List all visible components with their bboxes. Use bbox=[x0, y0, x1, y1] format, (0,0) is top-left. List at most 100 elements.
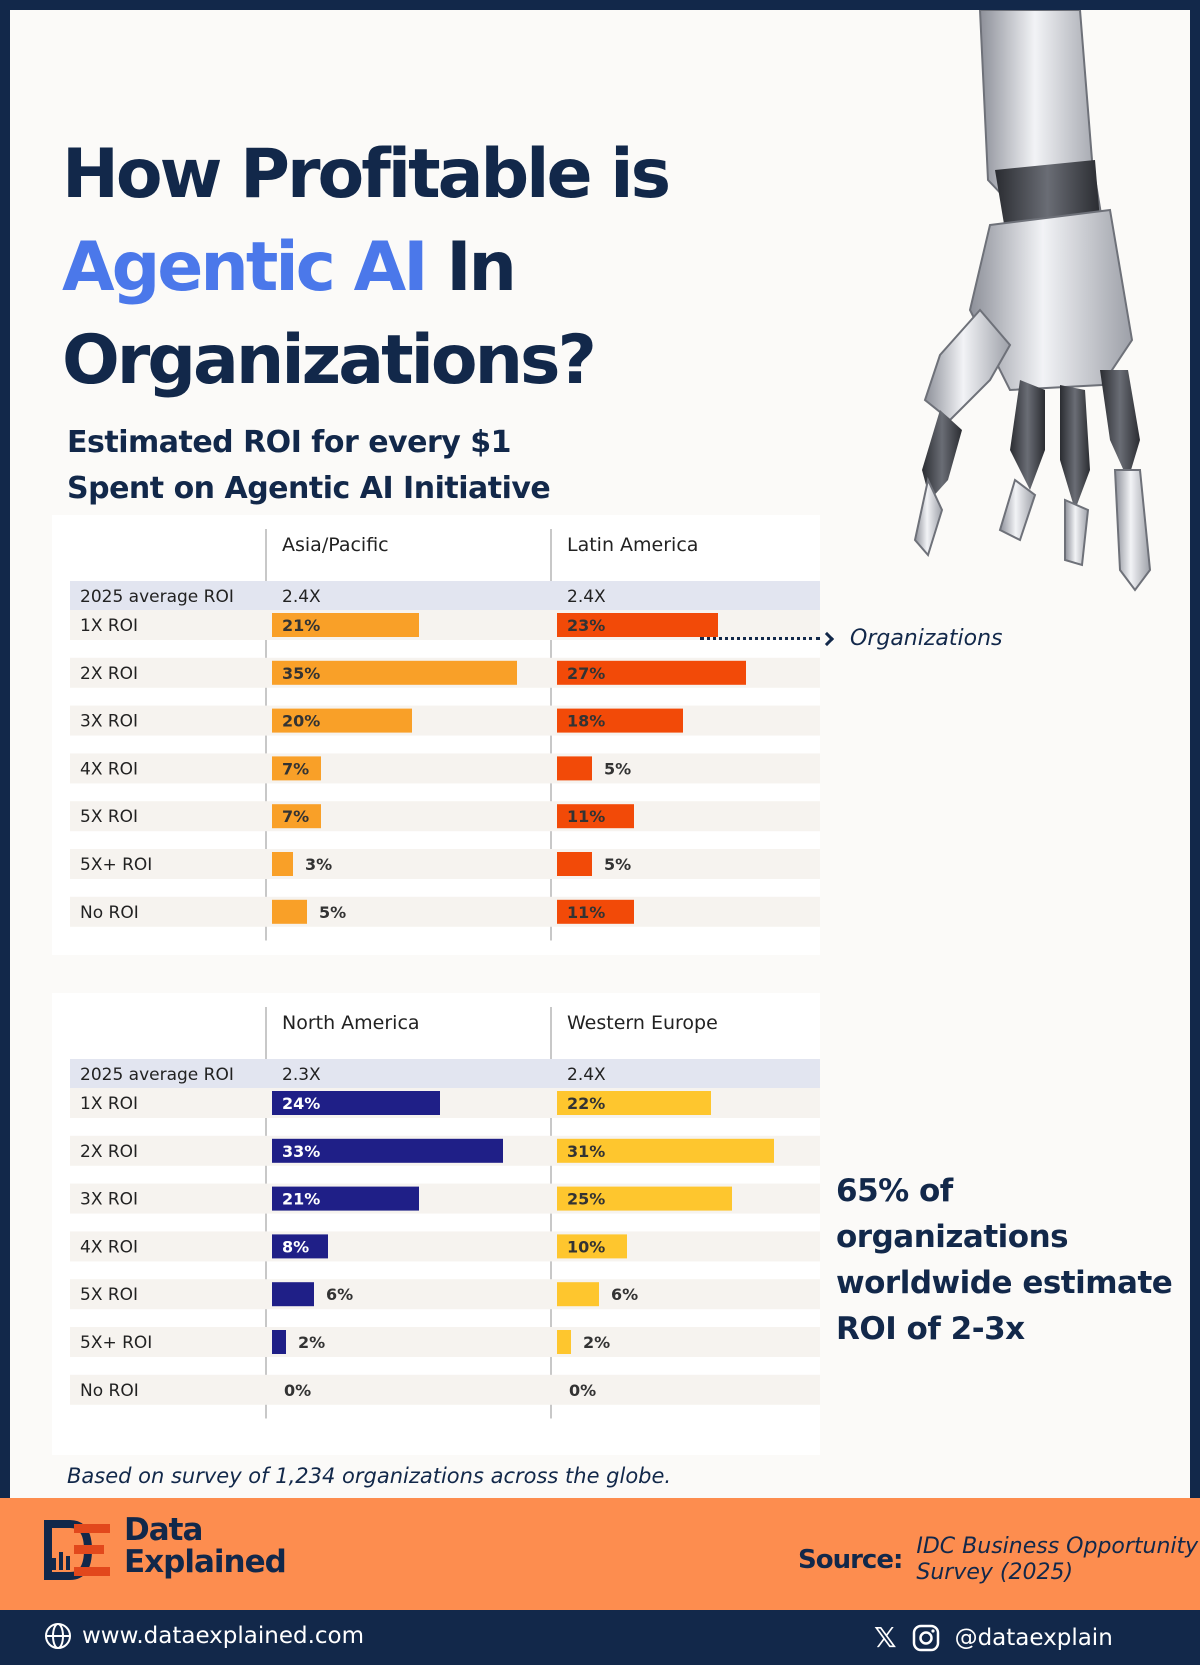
social-handle[interactable]: @dataexplain bbox=[954, 1624, 1113, 1651]
bar-north-america-4x-roi bbox=[272, 1234, 328, 1259]
footer-links-band: www.dataexplained.com 𝕏 @dataexplain bbox=[0, 1610, 1200, 1665]
key-insight-line-2: worldwide estimate bbox=[836, 1265, 1173, 1301]
bar-western-europe-3x-roi bbox=[557, 1186, 732, 1211]
row-band bbox=[70, 1327, 820, 1357]
roi-chart-top-svg: 2025 average ROI 1X ROI 2X ROI 3X ROI 4X ROI… bbox=[70, 529, 820, 941]
average-roi-value-asia-pacific: 2.4X bbox=[282, 587, 321, 607]
data-label-latin-america-3x-roi: 18% bbox=[567, 712, 605, 731]
bar-asia-pacific-2x-roi bbox=[272, 660, 517, 685]
roi-chart-bottom: 2025 average ROI 1X ROI 2X ROI 3X ROI 4X ROI… bbox=[52, 993, 820, 1455]
source-label: Source: bbox=[798, 1545, 903, 1575]
data-label-latin-america-2x-roi: 27% bbox=[567, 664, 605, 683]
data-label-north-america-4x-roi: 8% bbox=[282, 1237, 309, 1256]
instagram-icon[interactable] bbox=[911, 1623, 941, 1653]
category-label-1x-roi: 1X ROI bbox=[80, 1094, 138, 1114]
bar-western-europe-5x-roi bbox=[557, 1282, 599, 1307]
data-label-western-europe-1x-roi: 22% bbox=[567, 1094, 605, 1113]
data-label-asia-pacific-3x-roi: 20% bbox=[282, 712, 320, 731]
footer-brand-band: Data Explained Source: IDC Business Oppo… bbox=[0, 1498, 1200, 1610]
source-line-1: IDC Business Opportunity bbox=[916, 1534, 1199, 1559]
data-label-western-europe-3x-roi: 25% bbox=[567, 1190, 605, 1209]
category-label-no-roi: No ROI bbox=[80, 1381, 139, 1401]
bar-north-america-2x-roi bbox=[272, 1138, 503, 1163]
category-label-4x-roi: 4X ROI bbox=[80, 759, 138, 779]
website-link[interactable]: www.dataexplained.com bbox=[44, 1622, 364, 1650]
data-label-north-america-5x-roi: 2% bbox=[298, 1333, 325, 1352]
roi-chart-top: 2025 average ROI 1X ROI 2X ROI 3X ROI 4X ROI… bbox=[52, 515, 820, 955]
average-roi-band bbox=[70, 581, 820, 611]
data-label-western-europe-5x-roi: 6% bbox=[611, 1285, 638, 1304]
key-insight-line-1: 65% of organizations bbox=[836, 1173, 1069, 1255]
bar-western-europe-5x-roi bbox=[557, 1330, 571, 1354]
category-label-3x-roi: 3X ROI bbox=[80, 712, 138, 732]
bar-north-america-3x-roi bbox=[272, 1186, 419, 1211]
category-label-no-roi: No ROI bbox=[80, 903, 139, 923]
category-label-4x-roi: 4X ROI bbox=[80, 1237, 138, 1257]
row-band bbox=[70, 1374, 820, 1405]
average-roi-row-header: 2025 average ROI bbox=[80, 1065, 234, 1085]
category-label-5x-roi: 5X+ ROI bbox=[80, 855, 152, 875]
x-logo-icon[interactable]: 𝕏 bbox=[874, 1621, 897, 1654]
bar-asia-pacific-5x-roi bbox=[272, 852, 293, 876]
average-roi-row-header: 2025 average ROI bbox=[80, 587, 234, 607]
data-label-north-america-2x-roi: 33% bbox=[282, 1142, 320, 1161]
category-label-2x-roi: 2X ROI bbox=[80, 664, 138, 684]
average-roi-band bbox=[70, 1059, 820, 1089]
subtitle-line-2: Spent on Agentic AI Initiative bbox=[67, 471, 551, 506]
title-line-2: Agentic AI In bbox=[62, 221, 668, 314]
key-insight-line-3: ROI of 2-3x bbox=[836, 1311, 1025, 1347]
data-label-north-america-no-roi: 0% bbox=[284, 1381, 311, 1400]
average-roi-value-western-europe: 2.4X bbox=[567, 1065, 606, 1085]
row-band bbox=[70, 801, 820, 832]
source-text: IDC Business Opportunity Survey (2025) bbox=[916, 1534, 1198, 1586]
data-explained-logo-icon bbox=[44, 1520, 110, 1580]
category-label-5x-roi: 5X ROI bbox=[80, 807, 138, 827]
bar-north-america-1x-roi bbox=[272, 1091, 440, 1115]
bar-latin-america-1x-roi bbox=[557, 613, 718, 637]
dotted-leader-line bbox=[700, 637, 820, 640]
region-header-western-europe: Western Europe bbox=[567, 1012, 718, 1034]
data-label-asia-pacific-1x-roi: 21% bbox=[282, 616, 320, 635]
arrow-right-icon bbox=[819, 631, 835, 646]
category-label-5x-roi: 5X+ ROI bbox=[80, 1333, 152, 1353]
category-label-3x-roi: 3X ROI bbox=[80, 1190, 138, 1210]
region-header-north-america: North America bbox=[282, 1012, 420, 1034]
bar-latin-america-5x-roi bbox=[557, 852, 592, 876]
title-line-2-rest: In bbox=[425, 228, 517, 307]
row-band bbox=[70, 705, 820, 736]
row-band bbox=[70, 1279, 820, 1310]
bar-asia-pacific-4x-roi bbox=[272, 756, 321, 781]
region-header-asia-pacific: Asia/Pacific bbox=[282, 534, 389, 556]
website-url: www.dataexplained.com bbox=[82, 1623, 365, 1649]
subtitle-line-1: Estimated ROI for every $1 bbox=[67, 425, 512, 460]
data-label-north-america-5x-roi: 6% bbox=[326, 1285, 353, 1304]
data-label-latin-america-no-roi: 11% bbox=[567, 903, 605, 922]
row-band bbox=[70, 896, 820, 927]
data-label-north-america-1x-roi: 24% bbox=[282, 1094, 320, 1113]
bar-asia-pacific-no-roi bbox=[272, 899, 307, 924]
category-label-1x-roi: 1X ROI bbox=[80, 616, 138, 636]
category-label-2x-roi: 2X ROI bbox=[80, 1142, 138, 1162]
bar-north-america-5x-roi bbox=[272, 1282, 314, 1307]
title-line-3: Organizations? bbox=[62, 321, 597, 400]
bar-latin-america-5x-roi bbox=[557, 804, 634, 829]
data-label-western-europe-4x-roi: 10% bbox=[567, 1237, 605, 1256]
social-links: 𝕏 @dataexplain bbox=[874, 1621, 1113, 1654]
bar-asia-pacific-5x-roi bbox=[272, 804, 321, 829]
data-label-western-europe-5x-roi: 2% bbox=[583, 1333, 610, 1352]
infographic-card: How Profitable is Agentic AI In Organiza… bbox=[10, 10, 1190, 1498]
bar-western-europe-2x-roi bbox=[557, 1138, 774, 1163]
data-label-latin-america-1x-roi: 23% bbox=[567, 616, 605, 635]
key-insight: 65% of organizations worldwide estimate … bbox=[836, 1168, 1186, 1352]
data-label-latin-america-4x-roi: 5% bbox=[604, 759, 631, 778]
bar-western-europe-1x-roi bbox=[557, 1091, 711, 1115]
data-label-western-europe-2x-roi: 31% bbox=[567, 1142, 605, 1161]
globe-icon bbox=[45, 1623, 71, 1649]
data-label-latin-america-5x-roi: 5% bbox=[604, 855, 631, 874]
category-label-5x-roi: 5X ROI bbox=[80, 1285, 138, 1305]
region-header-latin-america: Latin America bbox=[567, 534, 698, 556]
source-line-2: Survey (2025) bbox=[916, 1560, 1074, 1585]
source-citation: Source: IDC Business Opportunity Survey … bbox=[798, 1534, 1198, 1586]
data-label-asia-pacific-5x-roi: 3% bbox=[305, 855, 332, 874]
annotation-label: Organizations bbox=[850, 626, 1003, 651]
